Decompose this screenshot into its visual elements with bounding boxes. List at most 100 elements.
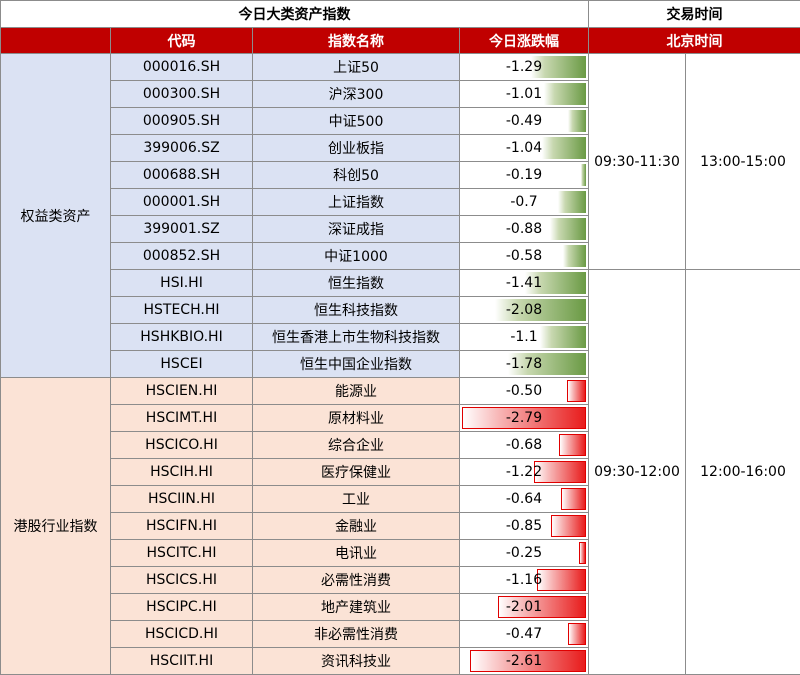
change-bar — [540, 326, 586, 348]
change-bar — [542, 137, 586, 159]
index-code: 000688.SH — [111, 162, 253, 189]
change-bar — [561, 488, 586, 510]
index-name: 医疗保健业 — [253, 459, 460, 486]
index-code: HSCIIN.HI — [111, 486, 253, 513]
index-name: 资讯科技业 — [253, 648, 460, 675]
col-header-change: 今日涨跌幅 — [460, 28, 589, 54]
change-cell: -0.88 — [460, 216, 589, 243]
change-value: -0.25 — [506, 545, 542, 561]
index-code: HSCICS.HI — [111, 567, 253, 594]
index-name: 深证成指 — [253, 216, 460, 243]
index-code: HSCITC.HI — [111, 540, 253, 567]
change-cell: -0.7 — [460, 189, 589, 216]
change-value: -2.01 — [506, 599, 542, 615]
a-share-morning-session: 09:30-11:30 — [589, 54, 686, 270]
change-value: -1.78 — [506, 356, 542, 372]
index-code: 000016.SH — [111, 54, 253, 81]
index-code: 399001.SZ — [111, 216, 253, 243]
change-bar — [579, 542, 586, 564]
index-code: HSHKBIO.HI — [111, 324, 253, 351]
index-name: 非必需性消费 — [253, 621, 460, 648]
index-name: 地产建筑业 — [253, 594, 460, 621]
index-code: 000001.SH — [111, 189, 253, 216]
change-value: -1.04 — [506, 140, 542, 156]
change-bar — [550, 218, 586, 240]
index-code: HSI.HI — [111, 270, 253, 297]
hk-afternoon-session: 12:00-16:00 — [686, 270, 800, 675]
change-cell: -2.79 — [460, 405, 589, 432]
index-name: 金融业 — [253, 513, 460, 540]
index-code: 000300.SH — [111, 81, 253, 108]
change-value: -1.16 — [506, 572, 542, 588]
change-value: -1.01 — [506, 86, 542, 102]
change-cell: -1.1 — [460, 324, 589, 351]
change-bar — [568, 623, 586, 645]
table-title: 今日大类资产指数 — [1, 1, 589, 28]
index-code: HSTECH.HI — [111, 297, 253, 324]
category-equity: 权益类资产 — [1, 54, 111, 378]
change-cell: -0.49 — [460, 108, 589, 135]
index-name: 科创50 — [253, 162, 460, 189]
change-cell: -0.64 — [460, 486, 589, 513]
change-cell: -0.68 — [460, 432, 589, 459]
change-bar — [581, 164, 586, 186]
category-hk-industry: 港股行业指数 — [1, 378, 111, 675]
index-name: 能源业 — [253, 378, 460, 405]
change-cell: -1.78 — [460, 351, 589, 378]
change-value: -0.50 — [506, 383, 542, 399]
change-bar — [537, 569, 586, 591]
change-bar — [559, 434, 586, 456]
change-cell: -2.61 — [460, 648, 589, 675]
index-name: 创业板指 — [253, 135, 460, 162]
col-header-name: 指数名称 — [253, 28, 460, 54]
index-name: 原材料业 — [253, 405, 460, 432]
index-code: HSCEI — [111, 351, 253, 378]
change-value: -0.88 — [506, 221, 542, 237]
hk-morning-session: 09:30-12:00 — [589, 270, 686, 675]
index-name: 中证1000 — [253, 243, 460, 270]
index-name: 工业 — [253, 486, 460, 513]
index-code: 000852.SH — [111, 243, 253, 270]
change-value: -2.08 — [506, 302, 542, 318]
index-code: HSCIIT.HI — [111, 648, 253, 675]
change-cell: -1.04 — [460, 135, 589, 162]
index-code: HSCIH.HI — [111, 459, 253, 486]
change-cell: -0.47 — [460, 621, 589, 648]
index-name: 沪深300 — [253, 81, 460, 108]
change-cell: -1.22 — [460, 459, 589, 486]
index-code: 000905.SH — [111, 108, 253, 135]
change-bar — [558, 191, 586, 213]
index-name: 必需性消费 — [253, 567, 460, 594]
change-value: -0.68 — [506, 437, 542, 453]
index-name: 综合企业 — [253, 432, 460, 459]
index-name: 恒生指数 — [253, 270, 460, 297]
index-code: HSCIPC.HI — [111, 594, 253, 621]
change-bar — [544, 83, 586, 105]
change-cell: -1.01 — [460, 81, 589, 108]
col-header-beijing-time: 北京时间 — [589, 28, 800, 54]
change-cell: -1.16 — [460, 567, 589, 594]
category-header — [1, 28, 111, 54]
col-header-code: 代码 — [111, 28, 253, 54]
change-cell: -0.50 — [460, 378, 589, 405]
change-cell: -0.25 — [460, 540, 589, 567]
index-name: 上证50 — [253, 54, 460, 81]
index-name: 上证指数 — [253, 189, 460, 216]
index-code: HSCIMT.HI — [111, 405, 253, 432]
change-cell: -2.01 — [460, 594, 589, 621]
change-value: -2.79 — [506, 410, 542, 426]
change-value: -0.58 — [506, 248, 542, 264]
change-value: -1.41 — [506, 275, 542, 291]
change-value: -0.47 — [506, 626, 542, 642]
index-name: 恒生科技指数 — [253, 297, 460, 324]
a-share-afternoon-session: 13:00-15:00 — [686, 54, 800, 270]
index-name: 恒生中国企业指数 — [253, 351, 460, 378]
change-cell: -1.41 — [460, 270, 589, 297]
change-cell: -0.19 — [460, 162, 589, 189]
change-bar — [568, 110, 586, 132]
index-code: HSCICO.HI — [111, 432, 253, 459]
change-value: -2.61 — [506, 653, 542, 669]
